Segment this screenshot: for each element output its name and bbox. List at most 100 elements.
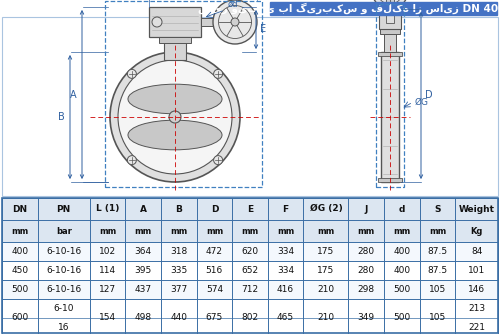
Circle shape [214,156,222,164]
Text: 364: 364 [134,247,152,256]
Text: 500: 500 [11,285,28,294]
Text: 102: 102 [99,247,116,256]
Text: 175: 175 [318,266,334,275]
Bar [159,37,191,43]
Bar [164,40,186,60]
Text: d: d [398,204,405,213]
Text: B: B [176,204,182,213]
Bar [2,242,498,261]
Circle shape [213,0,257,44]
Text: mm: mm [242,226,258,236]
Bar [376,4,404,187]
Text: mm: mm [170,226,188,236]
Text: 450: 450 [11,266,28,275]
Text: 146: 146 [468,285,485,294]
Text: F: F [282,204,288,213]
Bar [381,52,399,182]
Text: 114: 114 [99,266,116,275]
Ellipse shape [118,60,232,174]
Circle shape [214,69,222,78]
Text: 154: 154 [99,314,116,323]
Text: 6-10-16: 6-10-16 [46,247,82,256]
Text: 465: 465 [277,314,294,323]
Bar [378,52,402,56]
Text: mm: mm [429,226,446,236]
Circle shape [152,17,162,27]
Text: 221: 221 [468,323,485,332]
Text: 280: 280 [358,266,375,275]
Text: 802: 802 [242,314,258,323]
Circle shape [372,0,408,9]
Text: S: S [434,204,440,213]
Text: 127: 127 [99,285,116,294]
Text: 437: 437 [134,285,152,294]
Bar [105,1,262,187]
Circle shape [128,156,136,164]
Circle shape [169,111,181,123]
Text: J: J [364,204,368,213]
Text: D: D [210,204,218,213]
Text: mm: mm [318,226,334,236]
Bar [2,198,498,242]
Bar [270,2,497,15]
Text: 652: 652 [242,266,258,275]
Bar [384,34,396,52]
Text: 600: 600 [11,314,28,323]
Text: E: E [260,24,266,35]
Text: 416: 416 [277,285,294,294]
Text: DN: DN [12,204,28,213]
Ellipse shape [128,120,222,150]
Circle shape [231,18,239,26]
Text: 105: 105 [429,285,446,294]
Text: 6-10-16: 6-10-16 [46,285,82,294]
Text: Kg: Kg [470,226,483,236]
Bar [201,18,219,26]
Text: mm: mm [99,226,116,236]
Text: 349: 349 [358,314,375,323]
Text: 101: 101 [468,266,485,275]
Bar [2,17,498,196]
Text: 620: 620 [242,247,258,256]
Text: A: A [140,204,146,213]
Text: B: B [58,112,65,122]
Text: 498: 498 [134,314,152,323]
Text: 500: 500 [394,314,410,323]
Bar [386,0,394,9]
Ellipse shape [128,84,222,114]
Text: 16: 16 [58,323,70,332]
Text: L (1): L (1) [96,204,120,213]
Text: mm: mm [206,226,223,236]
Text: 87.5: 87.5 [428,266,448,275]
Text: 280: 280 [358,247,375,256]
Text: A: A [70,89,77,99]
Text: bar: bar [56,226,72,236]
Text: شیر ویفری با گیربکس و فلکه از سایز DN 400 تا DN 600: شیر ویفری با گیربکس و فلکه از سایز DN 40… [198,3,500,14]
Text: Weight: Weight [458,204,494,213]
Text: 6-10: 6-10 [54,304,74,313]
Text: 675: 675 [206,314,223,323]
Text: 210: 210 [318,285,334,294]
Text: mm: mm [11,226,28,236]
Text: 105: 105 [429,314,446,323]
Text: 87.5: 87.5 [428,247,448,256]
Text: 500: 500 [394,285,410,294]
Text: mm: mm [394,226,410,236]
Text: 318: 318 [170,247,188,256]
Text: 84: 84 [471,247,482,256]
Text: 377: 377 [170,285,188,294]
Text: D: D [425,90,432,100]
Text: 335: 335 [170,266,188,275]
Text: 395: 395 [134,266,152,275]
Text: ØG: ØG [415,97,429,107]
Text: 400: 400 [394,247,410,256]
Text: ød: ød [228,0,238,9]
Text: 400: 400 [11,247,28,256]
Text: 400: 400 [394,266,410,275]
Text: ØG (2): ØG (2) [310,204,342,213]
Text: E: E [247,204,253,213]
Text: 334: 334 [277,266,294,275]
Text: 712: 712 [242,285,258,294]
Text: mm: mm [134,226,152,236]
Bar [386,15,394,23]
Text: 574: 574 [206,285,223,294]
